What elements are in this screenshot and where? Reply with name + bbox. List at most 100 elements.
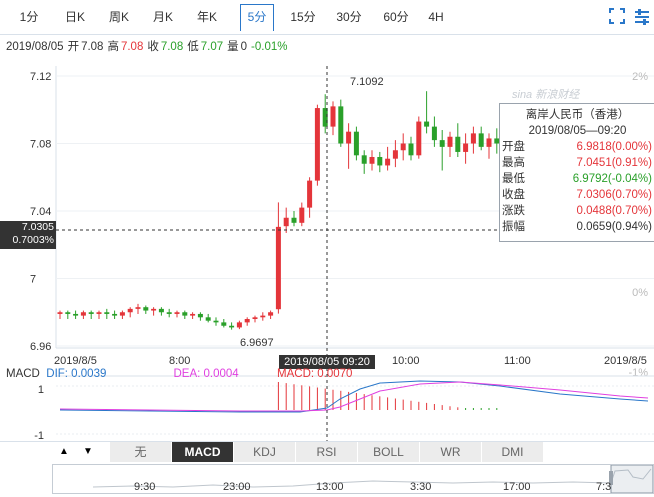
navigator-handle-left[interactable] bbox=[609, 471, 613, 485]
settings-icon[interactable] bbox=[634, 7, 650, 25]
tooltip-value: 6.9792(-0.04%) bbox=[572, 173, 652, 185]
nav-label-5: 17:00 bbox=[503, 481, 531, 493]
indicator-tab[interactable]: BOLL bbox=[358, 442, 420, 462]
pct-tick-label: 2% bbox=[632, 71, 648, 83]
tooltip-value: 0.0488(0.70%) bbox=[576, 205, 652, 217]
volume-value: 0 bbox=[240, 41, 248, 53]
candle-body bbox=[346, 131, 352, 144]
candle-body bbox=[236, 322, 242, 328]
x-label-1000: 10:00 bbox=[392, 355, 420, 367]
high-label: 高 bbox=[107, 41, 119, 53]
tooltip-row: 最高 7.0451(0.91%) bbox=[500, 155, 654, 171]
close-value: 7.08 bbox=[160, 41, 184, 53]
candle-body bbox=[244, 319, 250, 323]
candle-body bbox=[400, 143, 406, 151]
navigator-window[interactable] bbox=[610, 464, 654, 494]
y-tick-label: 7 bbox=[30, 274, 36, 286]
tooltip-value: 0.0659(0.94%) bbox=[576, 221, 652, 233]
x-label-1100: 11:00 bbox=[504, 355, 531, 367]
scroll-down-button[interactable]: ▼ bbox=[83, 446, 93, 457]
candle-body bbox=[385, 158, 391, 166]
candle-body bbox=[135, 307, 141, 309]
y-tick-label: 6.96 bbox=[30, 341, 51, 353]
dea-value: DEA: 0.0004 bbox=[173, 368, 239, 380]
candle-body bbox=[463, 143, 469, 152]
candle-body bbox=[408, 143, 414, 156]
tab-period[interactable]: 4H bbox=[428, 10, 444, 24]
candle-body bbox=[392, 150, 398, 159]
macd-value: MACD: 0.0070 bbox=[277, 368, 353, 380]
candle-body bbox=[127, 308, 133, 313]
watermark-logo: sina 新浪财经 bbox=[512, 89, 580, 101]
candle-body bbox=[470, 133, 476, 144]
tooltip-value: 7.0306(0.70%) bbox=[576, 189, 652, 201]
macd-name: MACD bbox=[6, 368, 40, 380]
tooltip-key: 最高 bbox=[502, 157, 525, 169]
candle-body bbox=[174, 312, 180, 314]
nav-label-2: 23:00 bbox=[223, 481, 251, 493]
indicator-tab[interactable]: DMI bbox=[482, 442, 544, 462]
candle-body bbox=[268, 312, 274, 316]
candle-body bbox=[221, 322, 227, 326]
high-annotation: 7.1092 bbox=[350, 76, 384, 88]
change-value: -0.01% bbox=[251, 41, 288, 53]
tooltip-row: 收盘 7.0306(0.70%) bbox=[500, 187, 654, 203]
tab-period[interactable]: 年K bbox=[196, 10, 217, 24]
tab-period[interactable]: 1分 bbox=[19, 10, 39, 24]
macd-tick-top: 1 bbox=[38, 384, 44, 396]
indicator-tab[interactable]: MACD bbox=[172, 442, 234, 462]
low-annotation: 6.9697 bbox=[240, 337, 274, 349]
candle-body bbox=[330, 106, 336, 127]
candle-body bbox=[369, 157, 375, 164]
tooltip-key: 振幅 bbox=[502, 221, 525, 233]
tab-period[interactable]: 日K bbox=[64, 10, 85, 24]
candle-body bbox=[80, 312, 86, 316]
indicator-tab[interactable]: KDJ bbox=[234, 442, 296, 462]
crosshair-price: 7.0305 bbox=[21, 221, 54, 233]
candle-body bbox=[158, 308, 164, 313]
candle-body bbox=[88, 312, 94, 314]
tab-period[interactable]: 周K bbox=[108, 10, 129, 24]
tooltip-row: 开盘 6.9818(0.00%) bbox=[500, 139, 654, 155]
crosshair-pct: 0.7003% bbox=[12, 234, 54, 246]
nav-label-3: 13:00 bbox=[316, 481, 344, 493]
tab-period[interactable]: 60分 bbox=[383, 10, 409, 24]
y-tick-label: 7.12 bbox=[30, 71, 51, 83]
tooltip-key: 收盘 bbox=[502, 189, 525, 201]
tooltip-row: 涨跌 0.0488(0.70%) bbox=[500, 203, 654, 219]
tab-period[interactable]: 15分 bbox=[290, 10, 316, 24]
y-tick-label: 7.08 bbox=[30, 139, 51, 151]
y-axis-labels: 7.12 7.08 7.04 7 6.96 bbox=[30, 71, 51, 353]
grid bbox=[56, 75, 654, 347]
candle-body bbox=[431, 126, 437, 141]
scroll-up-button[interactable]: ▲ bbox=[59, 446, 69, 457]
candle-body bbox=[65, 312, 71, 314]
candle-body bbox=[166, 312, 172, 314]
x-label-start: 2019/8/5 bbox=[54, 355, 97, 367]
indicator-tab[interactable]: WR bbox=[420, 442, 482, 462]
candle-body bbox=[486, 138, 492, 147]
candle-body bbox=[96, 312, 102, 314]
indicator-tab[interactable]: 无 bbox=[110, 442, 172, 462]
ohlc-tooltip: 离岸人民币（香港） 2019/08/05—09:20 开盘 6.9818(0.00… bbox=[499, 103, 654, 242]
open-value: 7.08 bbox=[81, 41, 104, 53]
x-label-end: 2019/8/5 bbox=[604, 355, 647, 367]
indicator-tab[interactable]: RSI bbox=[296, 442, 358, 462]
high-value: 7.08 bbox=[120, 41, 144, 53]
candle-body bbox=[205, 317, 211, 321]
candle-body bbox=[260, 315, 266, 318]
candle-body bbox=[229, 325, 235, 328]
tooltip-time: 2019/08/05—09:20 bbox=[528, 125, 627, 137]
tab-period[interactable]: 月K bbox=[152, 10, 173, 24]
close-label: 收 bbox=[147, 41, 159, 53]
fullscreen-icon[interactable] bbox=[608, 7, 626, 25]
candle-body bbox=[455, 136, 461, 152]
candle-body bbox=[353, 131, 359, 156]
pct-tick-label: -1% bbox=[628, 367, 648, 379]
candle-body bbox=[299, 207, 305, 223]
tab-period[interactable]: 5分 bbox=[240, 4, 274, 31]
period-tab-bar bbox=[0, 0, 654, 35]
tooltip-key: 涨跌 bbox=[502, 205, 525, 217]
candle-body bbox=[119, 312, 125, 316]
tab-period[interactable]: 30分 bbox=[336, 10, 362, 24]
